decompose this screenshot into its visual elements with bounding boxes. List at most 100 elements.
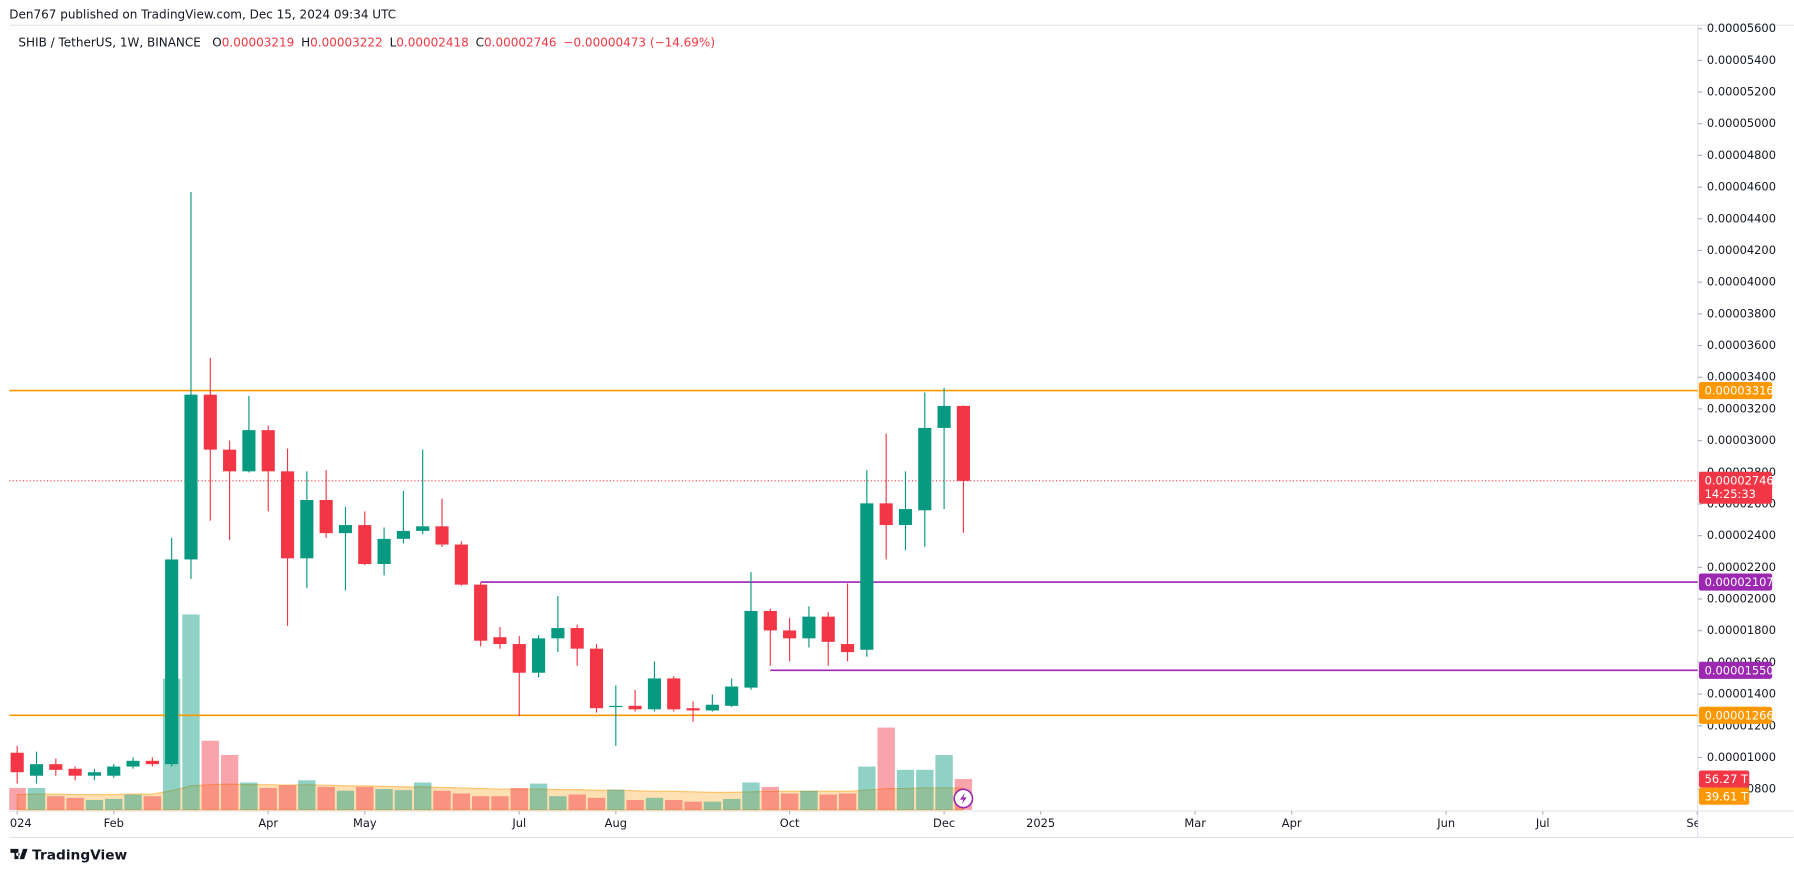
- volume-bar: [665, 800, 683, 810]
- y-tick-label: 0.00004200: [1707, 243, 1776, 257]
- volume-bar: [838, 793, 857, 810]
- volume-badge-label: 56.27 T: [1705, 772, 1749, 786]
- y-tick-label: 0.00004800: [1707, 148, 1776, 162]
- volume-bar: [703, 801, 722, 810]
- volume-bar: [85, 800, 104, 810]
- x-tick-label: Oct: [780, 816, 800, 830]
- volume-bar: [510, 787, 528, 810]
- candle-body: [628, 705, 642, 710]
- volume-bar: [626, 800, 644, 810]
- legend-key: L: [390, 35, 397, 49]
- level-badge-label: 0.00001266: [1705, 708, 1774, 722]
- candle-body: [377, 538, 391, 565]
- volume-bar: [278, 785, 297, 810]
- candle-body: [840, 644, 855, 653]
- candle-body: [705, 704, 719, 711]
- candle-body: [242, 430, 256, 472]
- candle-body: [532, 638, 546, 673]
- x-tick-label: Jul: [511, 816, 526, 830]
- legend: SHIB / TetherUS, 1W, BINANCE O0.00003219 H…: [18, 35, 715, 49]
- candle-body: [29, 764, 44, 776]
- x-tick-label: May: [353, 816, 377, 830]
- volume-bar: [549, 796, 567, 810]
- candle-body: [454, 544, 468, 585]
- candle-body: [667, 678, 681, 710]
- volume-ma-badge-label: 39.61 T: [1705, 789, 1749, 803]
- legend-value: 0.00003219: [222, 35, 295, 49]
- y-tick-label: 0.00003600: [1707, 338, 1776, 352]
- volume-bar: [761, 786, 779, 810]
- candle-body: [300, 500, 314, 559]
- y-tick-label: 0.00002400: [1707, 528, 1776, 542]
- candle-body: [68, 768, 82, 776]
- volume-bar: [491, 796, 509, 810]
- candle-body: [126, 760, 140, 767]
- y-tick-label: 0.00002000: [1707, 592, 1776, 606]
- volume-bar: [182, 614, 200, 810]
- x-tick-label: Apr: [1282, 816, 1302, 830]
- candle-body: [609, 705, 623, 708]
- volume-bar: [742, 782, 760, 810]
- candle-body: [879, 503, 893, 526]
- candle-body: [165, 559, 179, 765]
- y-tick-label: 0.00001400: [1707, 687, 1776, 701]
- x-tick-label: Jul: [1535, 816, 1550, 830]
- volume-bar: [9, 787, 26, 810]
- legend-key: O: [212, 35, 221, 49]
- legend-change: −0.00000473 (−14.69%): [563, 35, 715, 49]
- volume-bar: [800, 790, 818, 810]
- last-price-badge: [1698, 471, 1773, 504]
- candle-body: [956, 405, 970, 481]
- volume-bar: [722, 798, 741, 810]
- brand-name: TradingView: [32, 848, 127, 864]
- y-tick-label: 0.00005200: [1707, 85, 1776, 99]
- x-tick-label: 2024: [3, 816, 32, 830]
- candle-body: [802, 616, 816, 639]
- volume-ma-area: [16, 783, 964, 811]
- candle-body: [493, 637, 507, 645]
- x-tick-label: Mar: [1184, 816, 1206, 830]
- level-badge: [1698, 381, 1773, 400]
- volume-bar: [375, 789, 393, 810]
- y-tick-label: 0.00001800: [1707, 623, 1776, 637]
- y-tick-label: 0.00005000: [1707, 116, 1776, 130]
- last-price-label: 0.00002746: [1705, 473, 1774, 487]
- volume-bar: [394, 790, 413, 810]
- volume-bar: [780, 793, 799, 810]
- lightning-icon[interactable]: [953, 788, 974, 809]
- y-tick-label: 0.00005400: [1707, 53, 1776, 67]
- volume-bar: [568, 794, 586, 810]
- candle-body: [203, 394, 217, 450]
- volume-bar: [220, 755, 239, 810]
- volume-bar: [336, 790, 355, 810]
- level-badge: [1698, 706, 1773, 724]
- candle-body: [107, 766, 121, 776]
- candle-body: [860, 503, 874, 650]
- candle-body: [551, 628, 565, 639]
- volume-ma-badge: [1698, 787, 1750, 805]
- legend-value: 0.00002746: [484, 35, 557, 49]
- x-axis: 2024 Feb Apr May Jul Aug Oct Dec 2025 Mar Apr Jun Ju…: [3, 811, 1698, 830]
- level-badge: [1698, 573, 1773, 591]
- volume-bar: [916, 769, 934, 810]
- candle-body: [474, 584, 488, 641]
- y-tick-label: 0.00001000: [1707, 750, 1776, 764]
- y-tick-label: 0.00003200: [1707, 401, 1776, 415]
- volume-bar: [27, 787, 46, 810]
- volume-bar: [201, 740, 219, 810]
- x-tick-label: Jun: [1436, 816, 1455, 830]
- plot-layer: SHIB / TetherUS, 1W, BINANCE O0.00003219 H…: [3, 21, 1776, 830]
- candle-body: [49, 764, 63, 770]
- candle-body: [821, 616, 835, 642]
- y-tick-label: 0.00004000: [1707, 275, 1776, 289]
- volume-bar: [433, 790, 451, 810]
- volume-bar: [452, 793, 471, 810]
- volume-bar: [356, 786, 374, 810]
- volume-bar: [143, 796, 162, 810]
- level-badge-label: 0.00001550: [1705, 663, 1774, 677]
- volume-bar: [259, 787, 277, 810]
- y-tick-label: 0.00003800: [1707, 306, 1776, 320]
- candle-body: [918, 427, 932, 511]
